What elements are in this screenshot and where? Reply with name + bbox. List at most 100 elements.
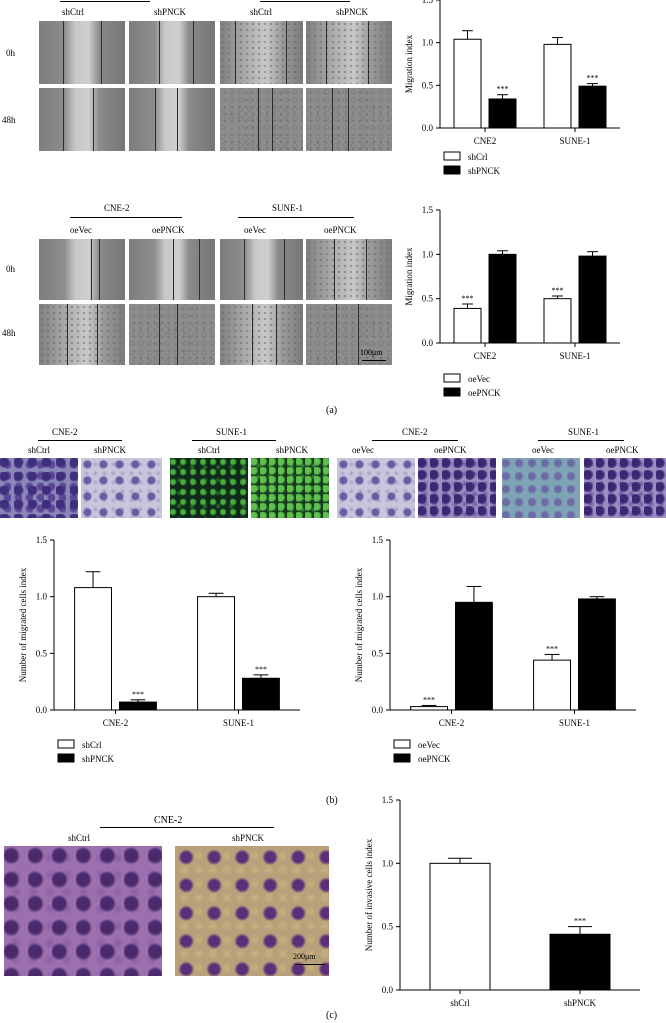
legend-swatch [443,387,461,397]
chart-invasive-cells: 0.0 0.5 1.0 1.5 Number of invasive cells ind… [364,795,640,1008]
legend-label: oePNCK [468,388,501,398]
x-tick-label: shPNCK [564,998,597,1008]
legend-label: oeVec [418,740,440,750]
y-tick-label: 0.0 [372,705,384,715]
significance-label: *** [462,294,474,303]
group-label: shCtrl [62,7,85,17]
bar [543,43,572,129]
y-tick-label: 1.5 [372,535,384,545]
header-rule [538,440,624,441]
header-rule [192,440,276,441]
y-tick-label: 0.5 [382,922,394,932]
scale-bar [295,964,325,965]
legend-swatch [57,753,75,763]
y-tick-label: 0.0 [36,705,48,715]
significance-label: *** [423,695,435,704]
bar [453,38,482,129]
bar [453,307,482,344]
legend-label: shCrl [82,740,102,750]
cell-line-label: CNE-2 [52,427,78,437]
group-label: shCtrl [198,445,221,455]
bar [488,253,517,344]
micrograph [39,304,125,365]
micrograph [129,21,215,84]
micrograph [4,846,162,976]
chart-migrated-cells-sh: 0.0 0.5 1.0 1.5 Number of migrated cells ind… [18,535,300,764]
y-tick-label: 1.0 [372,592,384,602]
group-label: shPNCK [94,445,127,455]
legend-label: shCrl [468,152,488,162]
y-tick-label: 1.0 [422,38,434,48]
bar [410,706,448,711]
chart-migration-index-sh: 0.0 0.5 1.0 1.5 Migration index *** CNE2 *** SUN… [404,0,620,176]
bar [549,933,611,991]
bar [429,862,491,991]
significance-label: *** [132,690,144,699]
y-tick-label: 1.5 [422,0,434,5]
significance-label: *** [546,644,558,653]
y-tick-label: 1.0 [422,249,434,259]
significance-label: *** [255,665,267,674]
group-label: shCtrl [28,445,51,455]
micrograph [584,458,666,518]
micrograph [306,88,392,151]
y-tick-label: 1.0 [36,592,48,602]
header-rule [260,1,350,2]
x-tick-label: shCrl [450,998,470,1008]
group-label: oePNCK [606,445,639,455]
y-tick-label: 0.5 [36,648,48,658]
legend-swatch [443,373,461,383]
micrograph [220,21,303,84]
micrograph [418,458,496,518]
group-label: oePNCK [152,225,185,235]
x-tick-label: CNE2 [474,136,497,146]
panel-tag-b: (b) [326,795,338,806]
group-label: shPNCK [232,833,265,843]
time-label: 0h [6,48,15,58]
panel-tag-c: (c) [326,1010,338,1021]
y-tick-label: 0.5 [372,648,384,658]
micrograph [39,21,125,84]
legend-swatch [393,753,411,763]
micrograph [129,239,215,300]
chart-migrated-cells-oe: 0.0 0.5 1.0 1.5 Number of migrated cells ind… [354,535,636,764]
bar [533,659,572,711]
y-tick-label: 1.5 [382,795,394,805]
header-rule [372,440,458,441]
group-label: shCtrl [68,833,91,843]
micrograph [502,458,580,518]
bar [74,587,112,711]
micrograph [39,88,125,151]
legend-label: shPNCK [468,166,501,176]
significance-label: *** [574,917,586,926]
y-axis-label: Migration index [404,247,414,306]
micrograph [220,88,303,151]
y-axis-label: Migration index [404,34,414,93]
cell-line-label: SUNE-1 [216,427,247,437]
group-label: oeVec [532,445,554,455]
micrograph [39,239,125,300]
header-rule [238,217,354,218]
bar [543,298,572,344]
y-axis-label: Number of invasive cells index [364,838,374,951]
group-label: shCtrl [250,7,273,17]
micrograph [306,21,392,84]
micrograph [251,458,329,518]
micrograph [129,304,215,365]
legend-label: oePNCK [418,754,451,764]
scale-bar-label: 200μm [293,952,316,961]
micrograph [220,239,303,300]
legend-swatch [443,165,461,175]
micrograph [81,458,162,518]
scale-bar-label: 100μm [360,348,383,357]
group-label: shPNCK [154,7,187,17]
legend-label: shPNCK [82,754,115,764]
bar [119,701,157,711]
x-tick-label: CNE2 [474,351,497,361]
time-label: 48h [2,328,16,338]
micrograph [170,458,248,518]
micrograph [337,458,415,518]
header-rule [38,440,122,441]
y-axis-label: Number of migrated cells index [354,567,364,682]
y-tick-label: 0.0 [422,338,434,348]
